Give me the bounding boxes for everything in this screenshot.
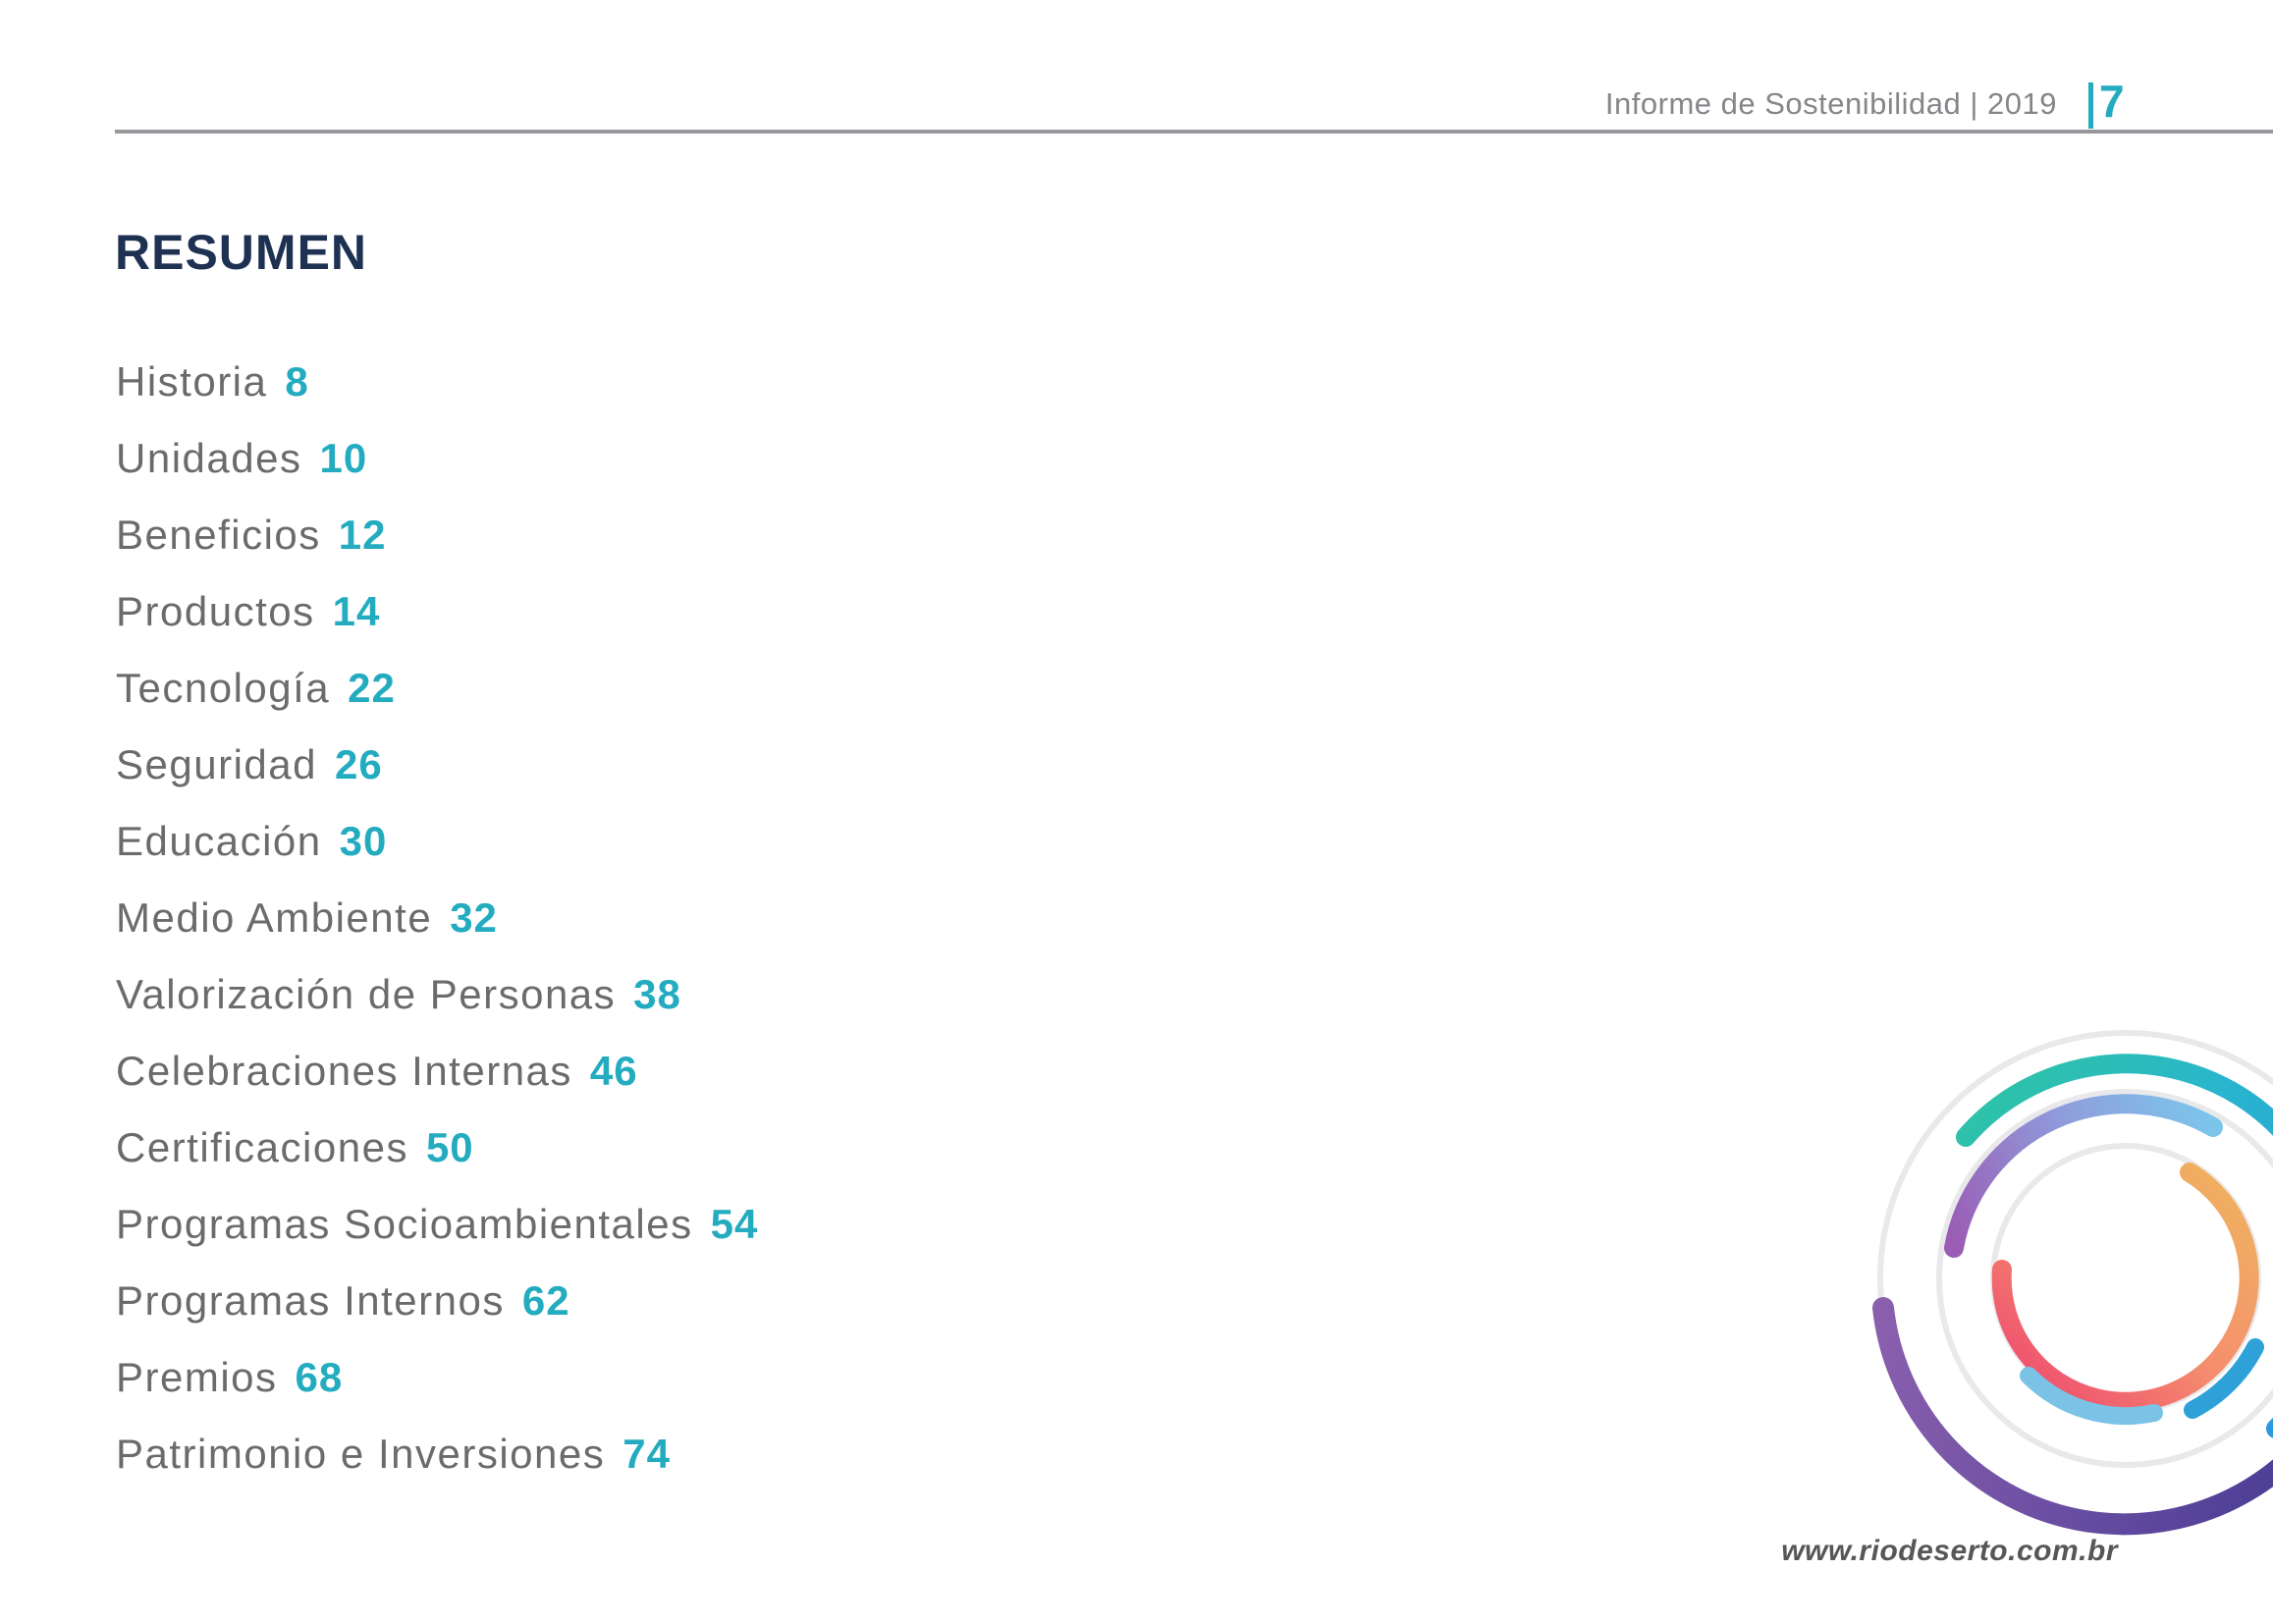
- toc-item-page: 50: [425, 1124, 474, 1170]
- toc-item-productos[interactable]: Productos 14: [116, 573, 1196, 650]
- toc-item-label: Productos: [116, 588, 315, 634]
- toc-item-page: 30: [339, 818, 388, 864]
- toc-item-premios[interactable]: Premios 68: [116, 1339, 1196, 1416]
- toc-item-label: Celebraciones Internas: [116, 1048, 572, 1094]
- toc-item-medio-ambiente[interactable]: Medio Ambiente 32: [116, 880, 1196, 956]
- toc-item-page: 32: [450, 894, 498, 941]
- toc-item-page: 8: [285, 358, 309, 405]
- toc-item-educacion[interactable]: Educación 30: [116, 803, 1196, 880]
- toc-item-certificaciones[interactable]: Certificaciones 50: [116, 1110, 1196, 1186]
- report-header-title: Informe de Sostenibilidad | 2019: [1604, 86, 2057, 121]
- arc-pink-orange: [1991, 1163, 2259, 1412]
- toc-title: RESUMEN: [115, 225, 368, 280]
- toc-item-page: 54: [710, 1201, 759, 1247]
- toc-item-page: 10: [319, 435, 368, 481]
- toc-item-valorizacion-de-personas[interactable]: Valorización de Personas 38: [116, 956, 1196, 1033]
- toc-item-label: Premios: [116, 1354, 278, 1400]
- toc-item-label: Tecnología: [116, 665, 331, 711]
- toc-item-page: 22: [348, 665, 396, 711]
- toc-item-label: Programas Internos: [116, 1277, 505, 1324]
- arc-purple-lightblue: [1944, 1094, 2223, 1258]
- header-divider: [115, 130, 2273, 134]
- toc-item-page: 12: [338, 512, 387, 558]
- toc-item-label: Educación: [116, 818, 322, 864]
- toc-item-label: Beneficios: [116, 512, 321, 558]
- toc-item-beneficios[interactable]: Beneficios 12: [116, 497, 1196, 573]
- toc-item-celebraciones-internas[interactable]: Celebraciones Internas 46: [116, 1033, 1196, 1110]
- toc-item-patrimonio-e-inversiones[interactable]: Patrimonio e Inversiones 74: [116, 1416, 1196, 1492]
- toc-item-label: Medio Ambiente: [116, 894, 433, 941]
- toc-item-seguridad[interactable]: Seguridad 26: [116, 727, 1196, 803]
- arc-bottom-blue: [2184, 1338, 2264, 1419]
- toc-item-page: 68: [295, 1354, 344, 1400]
- toc-item-page: 14: [332, 588, 381, 634]
- toc-item-label: Historia: [116, 358, 268, 405]
- toc-item-label: Unidades: [116, 435, 302, 481]
- toc-item-page: 46: [589, 1048, 638, 1094]
- decorative-arcs-graphic: [1872, 1030, 2273, 1536]
- toc-item-page: 38: [633, 971, 681, 1017]
- toc-item-page: 74: [622, 1431, 671, 1477]
- toc-item-label: Valorización de Personas: [116, 971, 617, 1017]
- page-number: 7: [2099, 76, 2125, 127]
- toc-item-page: 26: [334, 741, 383, 787]
- toc-item-unidades[interactable]: Unidades 10: [116, 420, 1196, 497]
- toc-item-programas-socioambientales[interactable]: Programas Socioambientales 54: [116, 1186, 1196, 1263]
- toc-item-label: Patrimonio e Inversiones: [116, 1431, 606, 1477]
- arc-bottom-lightblue: [2020, 1367, 2163, 1426]
- arc-teal-blue: [1956, 1054, 2273, 1438]
- arc-deep-purple: [1872, 1297, 2273, 1536]
- website-url[interactable]: www.riodeserto.com.br: [1781, 1535, 2118, 1567]
- toc-item-label: Certificaciones: [116, 1124, 408, 1170]
- toc-item-label: Programas Socioambientales: [116, 1201, 693, 1247]
- toc-item-label: Seguridad: [116, 741, 317, 787]
- toc-item-page: 62: [521, 1277, 570, 1324]
- toc-list: Historia 8 Unidades 10 Beneficios 12 Produc…: [116, 344, 1196, 1492]
- gray-ring-middle: [1936, 1089, 2273, 1468]
- page-number-bar: [2088, 82, 2093, 129]
- toc-item-historia[interactable]: Historia 8: [116, 344, 1196, 420]
- toc-item-programas-internos[interactable]: Programas Internos 62: [116, 1263, 1196, 1339]
- toc-item-tecnologia[interactable]: Tecnología 22: [116, 650, 1196, 727]
